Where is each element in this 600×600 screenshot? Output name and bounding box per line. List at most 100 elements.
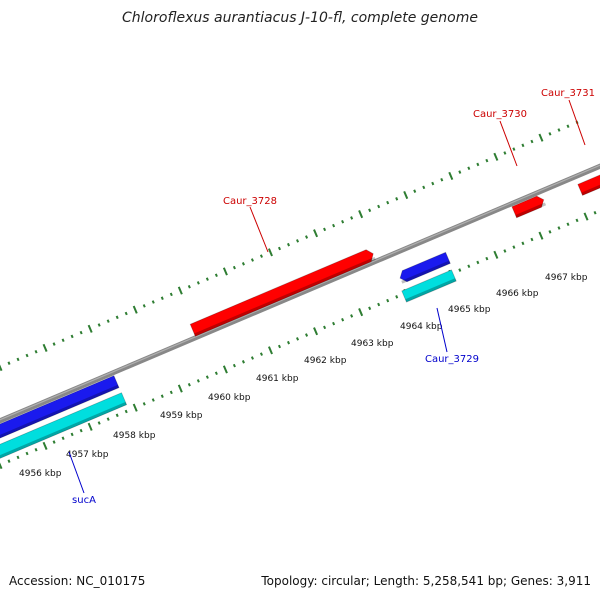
upper-minor-tick [485,158,489,163]
upper-minor-tick [106,319,110,323]
lower-minor-tick [530,237,534,242]
upper-minor-tick [323,227,327,232]
lower-minor-tick [52,440,56,444]
lower-minor-tick [305,333,309,337]
upper-minor-tick [440,177,444,182]
upper-minor-tick [124,311,128,316]
upper-minor-tick [232,265,236,270]
lower-minor-tick [16,455,20,460]
gene-label-leader [568,99,586,146]
upper-minor-tick [368,208,372,213]
lower-tick-track [0,210,597,470]
upper-minor-tick [34,349,38,354]
gene-label-Caur_3731[interactable]: Caur_3731 [541,88,595,99]
scale-label: 4965 kbp [448,305,491,315]
lower-minor-tick [187,382,191,387]
lower-minor-tick [232,363,236,368]
lower-minor-tick [395,295,399,299]
upper-minor-tick [341,219,345,224]
upper-minor-tick [431,181,435,186]
accession-text: Accession: NC_010175 [9,574,146,588]
upper-minor-tick [566,124,570,128]
upper-minor-tick [530,139,534,144]
lower-minor-tick [34,447,38,452]
scale-label: 4964 kbp [400,322,443,332]
upper-major-tick [222,267,228,276]
upper-minor-tick [79,330,83,335]
lower-major-tick [42,441,48,450]
lower-minor-tick [241,360,245,364]
lower-major-tick [132,403,138,412]
lower-major-tick [358,308,364,317]
gene-label-Caur_3730[interactable]: Caur_3730 [473,109,527,120]
lower-minor-tick [169,390,173,395]
lower-minor-tick [287,340,291,345]
upper-major-tick [313,229,319,238]
lower-minor-tick [296,337,300,341]
gene-label-Caur_3728[interactable]: Caur_3728 [223,196,277,207]
lower-minor-tick [377,302,381,307]
lower-minor-tick [97,421,101,425]
upper-minor-tick [503,151,507,155]
lower-major-tick [177,384,183,393]
genome-stats-text: Topology: circular; Length: 5,258,541 bp… [261,574,591,588]
map-title: Chloroflexus aurantiacus J-10-fl, comple… [122,10,478,26]
lower-major-tick [222,365,228,374]
gene-labels: sucA Caur_3728 Caur_3729 Caur_3730 Caur_3731 [68,88,595,506]
upper-minor-tick [259,254,263,258]
upper-major-tick [0,364,3,372]
lower-minor-tick [485,256,489,261]
lower-major-tick [87,422,93,431]
upper-major-tick [42,343,48,352]
gene-label-Caur_3729[interactable]: Caur_3729 [425,354,479,365]
lower-major-tick [493,250,499,259]
upper-minor-tick [287,242,291,247]
lower-minor-tick [341,317,345,322]
genome-backbone [0,163,600,424]
lower-minor-tick [593,210,597,215]
gene-sucA-cds-feature[interactable] [0,392,128,464]
upper-minor-tick [151,300,155,304]
upper-minor-tick [169,292,173,297]
gene-sucA-feature[interactable] [0,375,120,443]
gene-Caur_3729-cds-feature[interactable] [401,269,457,303]
lower-minor-tick [476,260,480,265]
gene-label-sucA[interactable]: sucA [72,495,96,506]
upper-minor-tick [52,342,56,346]
lower-major-tick [0,462,3,470]
upper-minor-tick [277,246,282,251]
lower-minor-tick [70,432,74,437]
gene-label-leader [436,307,448,353]
lower-minor-tick [259,352,263,356]
upper-minor-tick [377,204,381,209]
upper-minor-tick [413,189,417,193]
lower-minor-tick [151,398,155,402]
lower-major-tick [538,231,544,240]
lower-minor-tick [458,268,462,272]
scale-label: 4962 kbp [304,356,347,366]
gene-label-leader [249,206,269,253]
gene-label-leader [68,451,85,494]
gene-Caur_3730-feature[interactable] [511,194,547,219]
gene-Caur_3729-feature[interactable] [398,251,451,284]
lower-minor-tick [142,402,146,406]
lower-minor-tick [386,298,390,303]
upper-minor-tick [115,315,119,320]
lower-minor-tick [115,413,119,418]
scale-label: 4967 kbp [545,273,588,283]
upper-minor-tick [97,323,101,327]
upper-minor-tick [548,132,552,136]
gene-Caur_3731-feature[interactable] [577,173,600,196]
upper-minor-tick [250,258,254,262]
lower-minor-tick [467,264,471,269]
lower-minor-tick [368,306,372,311]
scale-label: 4966 kbp [496,289,539,299]
upper-major-tick [538,133,544,142]
gene-Caur_3728-feature[interactable] [189,248,376,337]
lower-minor-tick [106,417,110,421]
upper-minor-tick [422,185,426,190]
lower-minor-tick [548,230,552,234]
upper-minor-tick [296,239,300,243]
scale-label: 4956 kbp [19,469,62,479]
